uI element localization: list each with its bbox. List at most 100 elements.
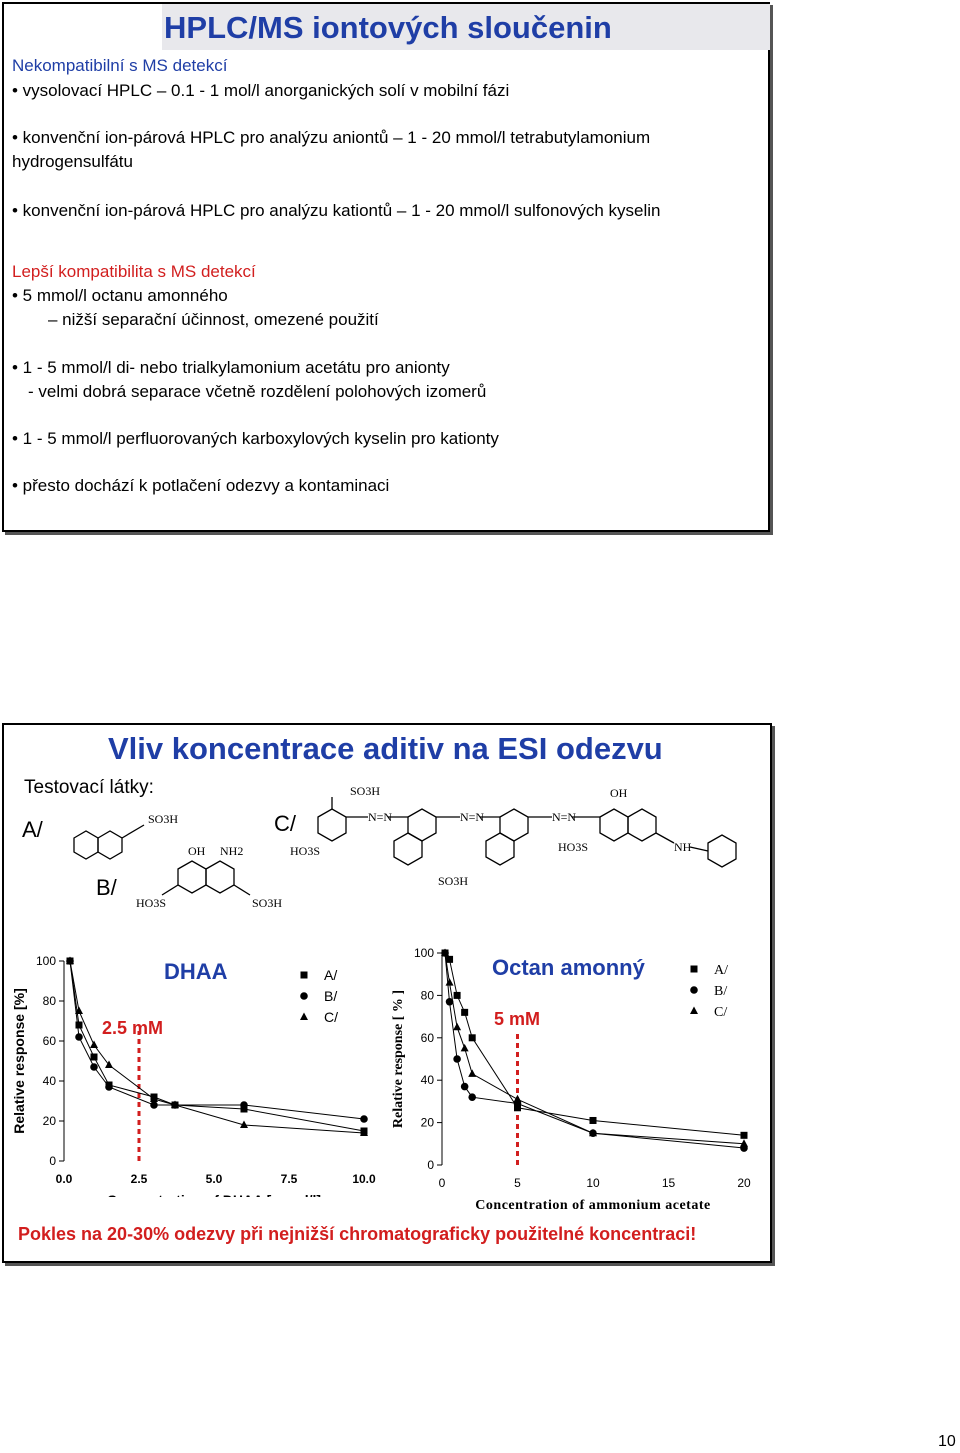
data-point-C	[90, 1040, 98, 1048]
data-point-C	[75, 1006, 83, 1014]
c-azo-3: N=N	[552, 810, 576, 824]
data-point-C	[468, 1069, 477, 1077]
bullet-ammonium-acetate: • 5 mmol/l octanu amonného	[12, 286, 228, 305]
data-point-A	[240, 1105, 248, 1113]
a-so3h: SO3H	[148, 812, 178, 826]
x-tick-label: 2.5	[131, 1172, 148, 1186]
y-axis-label: Relative response [ % ]	[391, 990, 406, 1128]
data-point-C	[171, 1100, 179, 1108]
b-so3h: SO3H	[252, 896, 282, 910]
c-nh: NH	[674, 840, 692, 854]
b-nh2: NH2	[220, 844, 243, 858]
c-ho3s-left: HO3S	[290, 844, 320, 858]
data-point-A	[461, 1008, 469, 1016]
bullet-anion-ion-pair: • konvenční ion-párová HPLC pro analýzu …	[12, 128, 651, 147]
section-compatible: Lepší kompatibilita s MS detekcí	[12, 262, 256, 281]
legend-marker-B	[690, 986, 698, 994]
x-tick-label: 10.0	[352, 1172, 376, 1186]
y-axis-label: Relative response [%]	[11, 988, 27, 1134]
data-point-B	[445, 997, 454, 1006]
y-tick-label: 100	[36, 954, 56, 968]
x-tick-label: 5.0	[206, 1172, 223, 1186]
y-tick-label: 80	[421, 988, 435, 1002]
legend-label-B: B/	[324, 988, 337, 1004]
bullet-suppression: • přesto dochází k potlačení odezvy a ko…	[12, 476, 390, 495]
subbullet-alkylammonium: - velmi dobrá separace včetně rozdělení …	[28, 382, 487, 401]
annotation-label: 5 mM	[494, 1009, 540, 1029]
data-point-C	[105, 1060, 113, 1068]
data-point-A	[740, 1131, 748, 1139]
data-point-A	[468, 1034, 476, 1042]
series-curve-B	[69, 960, 365, 1120]
data-point-C	[360, 1128, 368, 1136]
y-tick-label: 20	[421, 1116, 435, 1130]
x-tick-label: 7.5	[281, 1172, 298, 1186]
x-tick-label: 5	[514, 1176, 521, 1190]
data-point-A	[453, 991, 461, 999]
data-point-B	[468, 1093, 476, 1101]
y-tick-label: 80	[43, 994, 57, 1008]
slide-2-title: Vliv koncentrace aditiv na ESI odezvu	[108, 731, 663, 766]
data-point-A	[446, 955, 454, 963]
bullet-alkylammonium: • 1 - 5 mmol/l di- nebo trialkylamonium …	[12, 358, 450, 377]
b-oh: OH	[188, 844, 206, 858]
x-tick-label: 20	[737, 1176, 751, 1190]
c-so3h-bottom: SO3H	[438, 874, 468, 888]
y-tick-label: 40	[421, 1073, 435, 1087]
slide-1-title-bar	[162, 4, 770, 50]
data-point-B	[150, 1101, 158, 1109]
bullet-cation-ion-pair: • konvenční ion-párová HPLC pro analýzu …	[12, 201, 661, 220]
page-number: 10	[938, 1433, 956, 1450]
compound-b-label: B/	[96, 875, 117, 900]
section-incompatible: Nekompatibilní s MS detekcí	[12, 56, 228, 75]
x-tick-label: 0.0	[56, 1172, 73, 1186]
chart-dhaa: 0 20 40 60 80 100 0.0 2.5 5.0 7.5 10.0 DHAA Relative…	[11, 954, 376, 1197]
slide-1: HPLC/MS iontových sloučenin Nekompatibil…	[2, 2, 770, 532]
subbullet-ammonium-acetate: – nižší separační účinnost, omezené použ…	[48, 310, 379, 329]
compound-a-label: A/	[22, 817, 43, 842]
legend-marker-A	[300, 971, 308, 979]
legend-marker-A	[690, 965, 698, 973]
slide-1-title: HPLC/MS iontových sloučenin	[164, 10, 612, 45]
y-tick-label: 60	[421, 1031, 435, 1045]
x-tick-label: 15	[662, 1176, 676, 1190]
c-azo-2: N=N	[460, 810, 484, 824]
legend-label-A: A/	[714, 963, 728, 978]
legend-label-A: A/	[324, 967, 337, 983]
legend-marker-C	[690, 1006, 698, 1014]
y-tick-label: 0	[49, 1154, 56, 1168]
legend-marker-C	[300, 1012, 308, 1020]
data-point-C	[445, 978, 454, 986]
conclusion-text: Pokles na 20-30% odezvy při nejnižší chr…	[18, 1224, 697, 1244]
c-so3h-top: SO3H	[350, 784, 380, 798]
data-point-C	[589, 1128, 597, 1137]
annotation-label: 2.5 mM	[102, 1018, 163, 1038]
data-point-A	[514, 1104, 521, 1112]
slide-2: Vliv koncentrace aditiv na ESI odezvu Te…	[2, 723, 772, 1263]
x-axis-label: Concentration of DHAA [mmol/l]	[107, 1192, 321, 1197]
data-point-B	[453, 1055, 461, 1063]
data-point-C	[240, 1120, 248, 1128]
compound-a-structure: SO3H	[73, 812, 178, 860]
bullet-anion-ion-pair-cont: hydrogensulfátu	[12, 152, 133, 171]
bullet-perfluorinated: • 1 - 5 mmol/l perfluorovaných karboxylo…	[12, 429, 499, 448]
legend-label-B: B/	[714, 984, 727, 999]
legend-label-C: C/	[324, 1009, 338, 1025]
data-point-C	[453, 1022, 462, 1031]
c-oh: OH	[610, 786, 628, 800]
data-point-C	[150, 1094, 158, 1102]
x-tick-label: 0	[439, 1176, 446, 1190]
data-point-B	[460, 1082, 469, 1091]
data-point-C	[66, 956, 74, 964]
y-tick-label: 20	[43, 1114, 57, 1128]
c-ho3s-right: HO3S	[558, 840, 588, 854]
data-point-C	[740, 1139, 748, 1147]
bullet-salting-out: • vysolovací HPLC – 0.1 - 1 mol/l anorga…	[12, 81, 510, 100]
x-tick-label: 10	[586, 1176, 600, 1190]
data-point-A	[75, 1021, 83, 1029]
data-point-C	[441, 948, 450, 956]
data-point-C	[460, 1043, 469, 1052]
legend-marker-B	[300, 992, 308, 1000]
compound-b-structure: OH NH2 HO3S SO3H	[136, 844, 282, 910]
y-tick-label: 0	[427, 1158, 434, 1172]
